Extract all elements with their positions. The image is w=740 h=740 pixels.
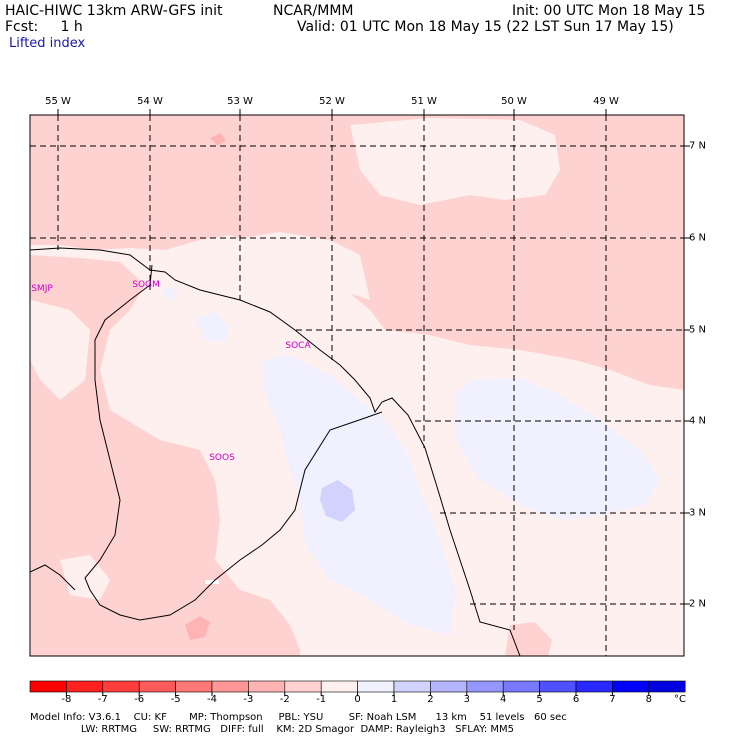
colorbar-box (430, 680, 468, 693)
colorbar-box (102, 680, 140, 693)
colorbar-label: 3 (463, 694, 470, 705)
lon-label-52w: 52 W (319, 96, 345, 107)
contour-neg1-to-0-west-inner (30, 300, 90, 400)
colorbar-box (575, 680, 613, 693)
station-soca: SOCA (285, 341, 311, 351)
colorbar-label: -4 (207, 694, 217, 705)
border-west (30, 564, 76, 591)
lon-label-53w: 53 W (227, 96, 253, 107)
colorbar-box (66, 680, 104, 693)
tick-marks (57, 109, 690, 605)
contour-0-to-1-dot (160, 287, 178, 300)
colorbar (29, 680, 686, 693)
colorbar-box (502, 680, 540, 693)
colorbar-box (466, 680, 504, 693)
model-info-line2: LW: RRTMG SW: RRTMG DIFF: full KM: 2D Sm… (30, 724, 515, 735)
colorbar-box (612, 680, 650, 693)
colorbar-label: 4 (500, 694, 507, 705)
colorbar-box (138, 680, 176, 693)
colorbar-box (393, 680, 431, 693)
lat-label-5n: 5 N (689, 324, 707, 336)
colorbar-label: -2 (279, 694, 290, 705)
colorbar-box (357, 680, 395, 693)
station-soos: SOOS (209, 453, 235, 463)
colorbar-box (284, 680, 322, 693)
lat-label-7n: 7 N (689, 140, 707, 152)
contour-neg3-to-neg2-tiny (210, 133, 226, 146)
colorbar-box (29, 680, 67, 693)
colorbar-label: 0 (354, 694, 361, 705)
colorbar-box (539, 680, 577, 693)
agency-label: NCAR/MMM (273, 3, 354, 19)
lat-label-4n: 4 N (689, 415, 707, 427)
colorbar-label: 6 (572, 694, 580, 705)
map-frame (29, 114, 685, 657)
field-name: Lifted index (9, 36, 86, 51)
lat-label-3n: 3 N (689, 507, 707, 519)
valid-time: Valid: 01 UTC Mon 18 May 15 (22 LST Sun … (297, 19, 674, 35)
contour-1-to-2-patch (320, 480, 355, 522)
colorbar-box (320, 680, 358, 693)
model-title: HAIC-HIWC 13km ARW-GFS init (5, 3, 223, 19)
contour-neg1-to-0-northeast (350, 118, 560, 205)
lon-label-54w: 54 W (137, 96, 163, 107)
contour-0-to-1-coast (262, 355, 455, 635)
lat-label-2n: 2 N (689, 598, 707, 610)
border-suriname-french-guiana (84, 264, 383, 621)
colorbar-label: -1 (316, 694, 327, 705)
contour-neg2-to-neg1-west (30, 255, 300, 656)
contour-neg3-to-neg2-patch (185, 616, 210, 640)
coastline (30, 247, 521, 656)
colorbar-box (248, 680, 286, 693)
colorbar-box (211, 680, 249, 693)
colorbar-unit: °C (674, 694, 686, 705)
colorbar-label: -5 (170, 694, 181, 705)
colorbar-label: 5 (536, 694, 543, 705)
colorbar-label: 2 (427, 694, 434, 705)
colorbar-label: -3 (243, 694, 254, 705)
contour-0-to-1-small (195, 312, 230, 342)
colorbar-label: -7 (97, 694, 108, 705)
colorbar-label: 1 (390, 694, 398, 705)
colorbar-label: -6 (134, 694, 145, 705)
contour-neg1-to-0-central (230, 232, 370, 300)
colorbar-label: 8 (645, 694, 652, 705)
lat-lon-grid (30, 115, 684, 656)
coastline-borders (30, 247, 521, 656)
station-sogm: SOGM (132, 280, 160, 290)
init-time: Init: 00 UTC Mon 18 May 15 (512, 3, 706, 19)
colorbar-box (648, 680, 686, 693)
lon-label-49w: 49 W (593, 96, 619, 107)
model-info-line1: Model Info: V3.6.1 CU: KF MP: Thompson P… (30, 712, 567, 723)
lat-label-6n: 6 N (689, 232, 707, 244)
colorbar-box (175, 680, 213, 693)
lon-label-51w: 51 W (411, 96, 437, 107)
contour-0-to-1-east (455, 378, 660, 520)
station-smjp: SMJP (31, 284, 53, 294)
lon-label-50w: 50 W (501, 96, 527, 107)
forecast-hour: Fcst: 1 h (5, 19, 83, 35)
colorbar-label: 7 (609, 694, 616, 705)
lon-label-55w: 55 W (45, 96, 71, 107)
colorbar-label: -8 (61, 694, 72, 705)
